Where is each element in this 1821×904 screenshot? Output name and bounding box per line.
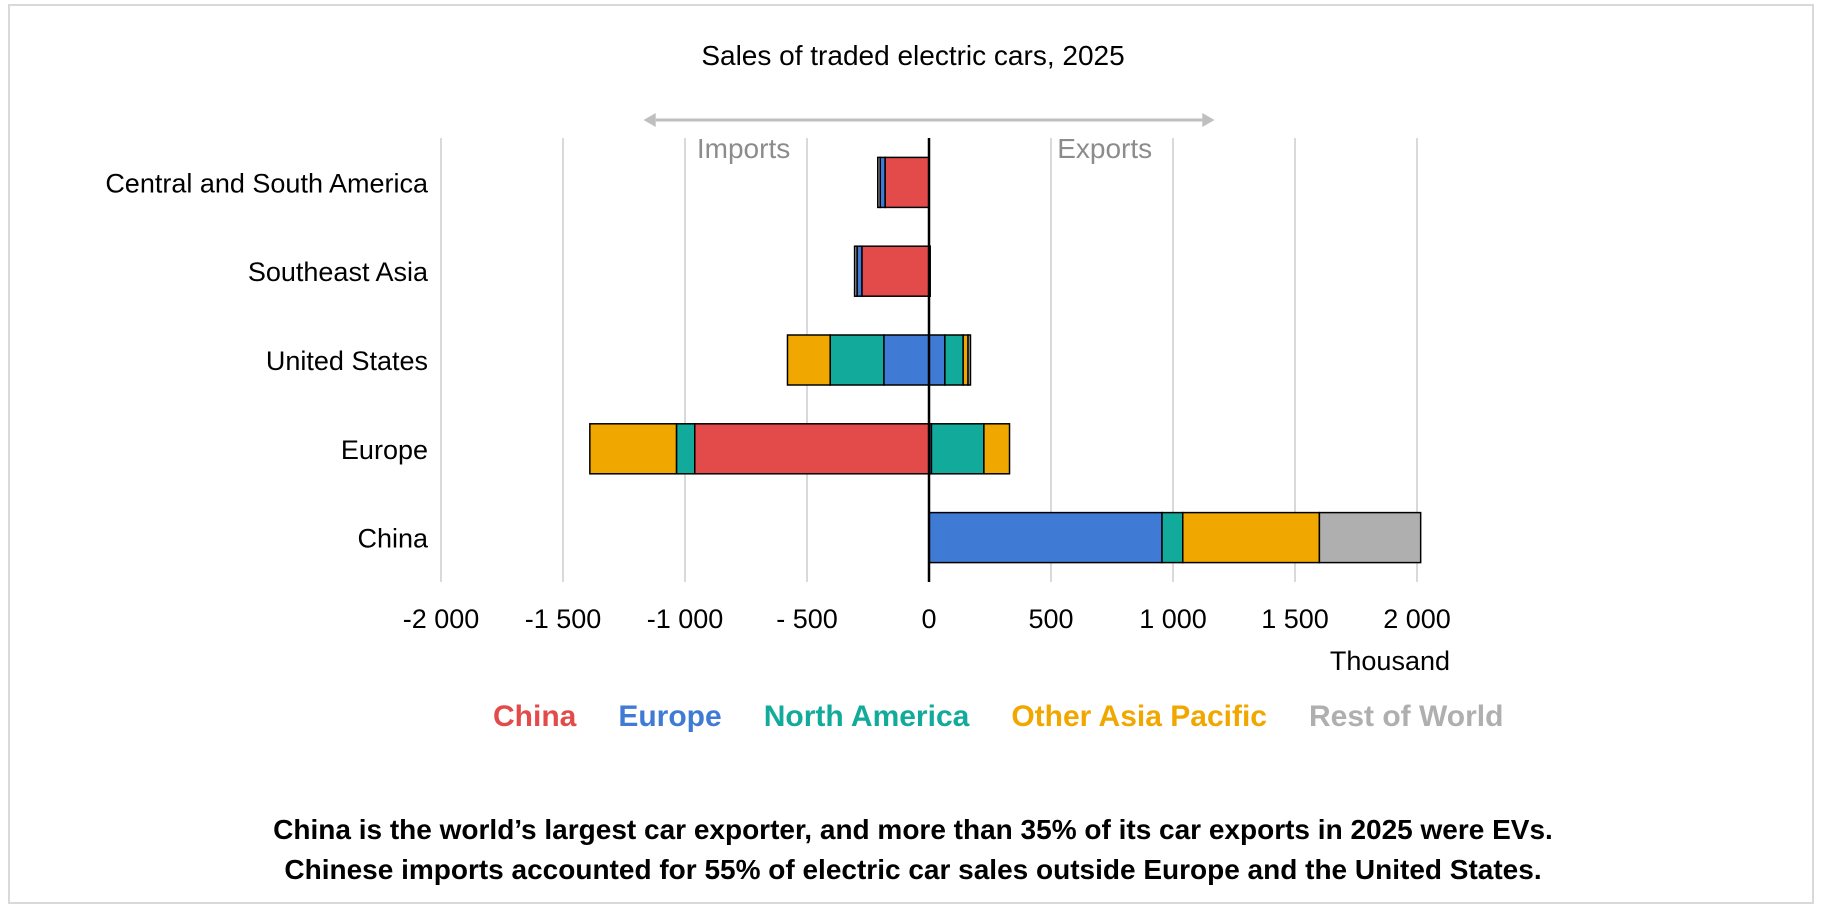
x-tick-label: 500	[1028, 604, 1073, 634]
category-label: Central and South America	[105, 168, 429, 198]
x-tick-label: 1 000	[1139, 604, 1207, 634]
bar-segment-export	[930, 423, 985, 475]
bar-segment-export	[967, 334, 972, 386]
unit-label: Thousand	[1330, 646, 1450, 676]
chart-title: Sales of traded electric cars, 2025	[701, 40, 1125, 71]
category-label: China	[357, 524, 429, 554]
imports-annotation: Imports	[697, 133, 790, 164]
caption-line-2: Chinese imports accounted for 55% of ele…	[284, 854, 1542, 885]
x-tick-label: -2 000	[403, 604, 480, 634]
category-label: Europe	[341, 435, 428, 465]
bar-segment-import	[589, 423, 678, 475]
legend-item: Europe	[618, 700, 721, 733]
bar-segment-export	[944, 334, 964, 386]
x-tick-label: 1 500	[1261, 604, 1329, 634]
exports-annotation: Exports	[1057, 133, 1152, 164]
x-tick-label: 2 000	[1383, 604, 1451, 634]
chart-caption: China is the world’s largest car exporte…	[10, 810, 1816, 890]
chart-svg: Imports Exports Central and South America S…	[105, 113, 1503, 733]
bar-segment-import	[884, 156, 930, 209]
bar-segment-import	[786, 334, 831, 386]
bar-segment-import	[675, 423, 696, 475]
chart-frame: Sales of traded electric cars, 2025 Impo…	[8, 4, 1814, 904]
x-tick-label: -1 000	[647, 604, 724, 634]
left-arrow-head	[643, 113, 656, 127]
x-tick-label: - 500	[776, 604, 838, 634]
bar-segment-import	[829, 334, 885, 386]
bar-segment-import	[853, 245, 858, 297]
bar-segment-import	[877, 156, 881, 209]
legend-item: North America	[764, 700, 970, 733]
bar-segment-export	[928, 511, 1163, 564]
legend-item: Rest of World	[1309, 700, 1503, 733]
legend-item: China	[493, 700, 577, 733]
caption-line-1: China is the world’s largest car exporte…	[273, 814, 1553, 845]
category-label: Southeast Asia	[248, 257, 429, 287]
right-arrow-head	[1202, 113, 1215, 127]
x-tick-label: -1 500	[525, 604, 602, 634]
bar-segment-import	[861, 245, 930, 297]
x-tick-label: 0	[921, 604, 936, 634]
bar-segment-export	[1161, 511, 1184, 564]
bar-segment-import	[694, 423, 930, 475]
bar-segment-export	[983, 423, 1011, 475]
bar-segment-export	[1318, 511, 1422, 564]
bar-segment-export	[928, 334, 946, 386]
category-label: United States	[266, 346, 428, 376]
legend-item: Other Asia Pacific	[1011, 700, 1267, 733]
bar-segment-export	[1182, 511, 1321, 564]
bar-segment-import	[883, 334, 930, 386]
